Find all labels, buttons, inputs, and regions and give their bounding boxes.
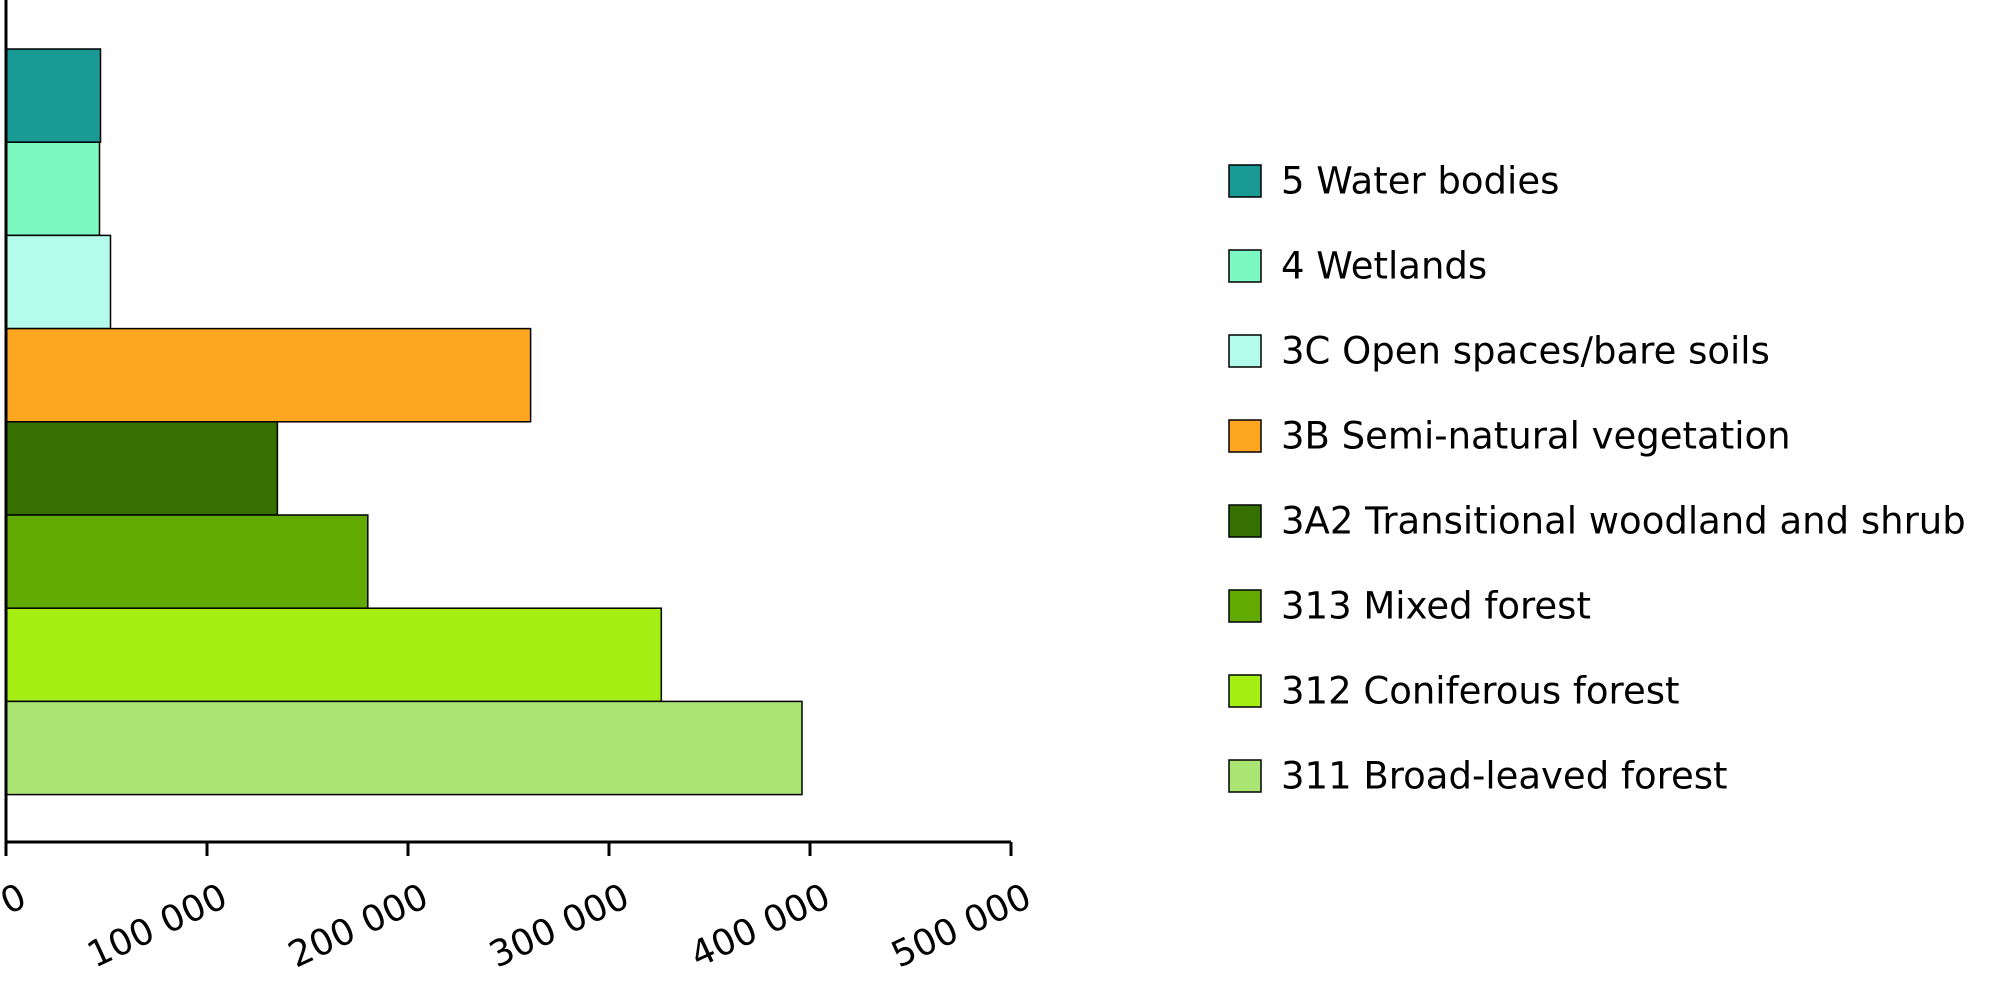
- x-tick-label: 500 000: [885, 876, 1037, 976]
- bar-3a2-transitional-woodland-and-shrub: [5, 421, 279, 516]
- bar-3b-semi-natural-vegetation: [5, 327, 532, 423]
- bar-5-water-bodies: [5, 48, 102, 143]
- bar-4-wetlands: [5, 141, 101, 237]
- legend-swatch-313-mixed-forest: [1228, 589, 1262, 623]
- x-tick-label: 100 000: [81, 876, 233, 976]
- legend-label-4-wetlands: 4 Wetlands: [1281, 245, 1487, 288]
- legend-label-3b-semi-natural-vegetation: 3B Semi-natural vegetation: [1281, 415, 1791, 458]
- legend: 5 Water bodies 4 Wetlands 3C Open spaces/b…: [1228, 160, 1966, 798]
- legend-label-5-water-bodies: 5 Water bodies: [1281, 160, 1559, 203]
- legend-swatch-3c-open-spaces-bare-soils: [1228, 334, 1262, 368]
- legend-swatch-311-broad-leaved-forest: [1228, 759, 1262, 793]
- bar-312-coniferous-forest: [5, 607, 663, 703]
- legend-swatch-4-wetlands: [1228, 249, 1262, 283]
- legend-label-313-mixed-forest: 313 Mixed forest: [1281, 585, 1591, 628]
- bars-group: [5, 48, 803, 796]
- legend-label-312-coniferous-forest: 312 Coniferous forest: [1281, 670, 1680, 713]
- legend-swatch-3b-semi-natural-vegetation: [1228, 419, 1262, 453]
- legend-swatch-5-water-bodies: [1228, 164, 1262, 198]
- x-tick-label: 200 000: [282, 876, 434, 976]
- x-axis-ticks: 0 100 000 200 000 300 000 400 000 500 000: [0, 842, 1038, 976]
- legend-label-3a2-transitional-woodland-and-shrub: 3A2 Transitional woodland and shrub: [1281, 500, 1966, 543]
- bar-313-mixed-forest: [5, 514, 369, 609]
- bar-3c-open-spaces-bare-soils: [5, 234, 112, 330]
- x-tick-label: 400 000: [684, 876, 836, 976]
- x-tick-label: 0: [0, 876, 33, 923]
- legend-swatch-312-coniferous-forest: [1228, 674, 1262, 708]
- legend-swatch-3a2-transitional-woodland-and-shrub: [1228, 504, 1262, 538]
- legend-label-311-broad-leaved-forest: 311 Broad-leaved forest: [1281, 755, 1728, 798]
- x-tick-label: 300 000: [483, 876, 635, 976]
- legend-label-3c-open-spaces-bare-soils: 3C Open spaces/bare soils: [1281, 330, 1770, 373]
- bar-311-broad-leaved-forest: [5, 700, 803, 796]
